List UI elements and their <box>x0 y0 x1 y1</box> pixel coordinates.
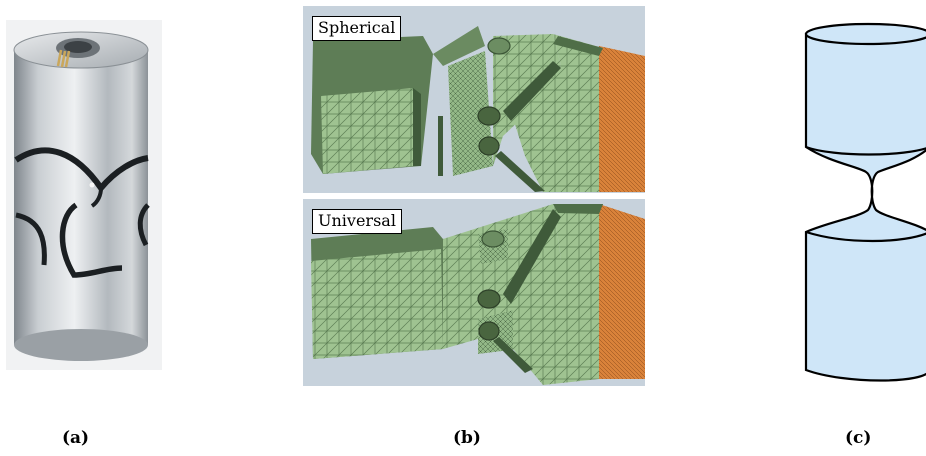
spherical-label: Spherical <box>312 16 402 41</box>
caption-b: (b) <box>453 428 481 448</box>
universal-label: Universal <box>312 209 402 234</box>
fem-spherical-view: Spherical <box>303 6 645 193</box>
caption-a: (a) <box>62 428 90 448</box>
fem-spherical-drawing <box>303 6 645 193</box>
fem-universal-view: Universal <box>303 199 645 386</box>
flexure-photo <box>6 20 162 370</box>
hinge-schematic <box>804 22 926 382</box>
hinge-schematic-drawing <box>804 22 926 382</box>
caption-c: (c) <box>845 428 872 448</box>
flexure-photo-drawing <box>6 20 162 370</box>
fem-mesh-panel: Spherical Universal <box>303 6 645 386</box>
